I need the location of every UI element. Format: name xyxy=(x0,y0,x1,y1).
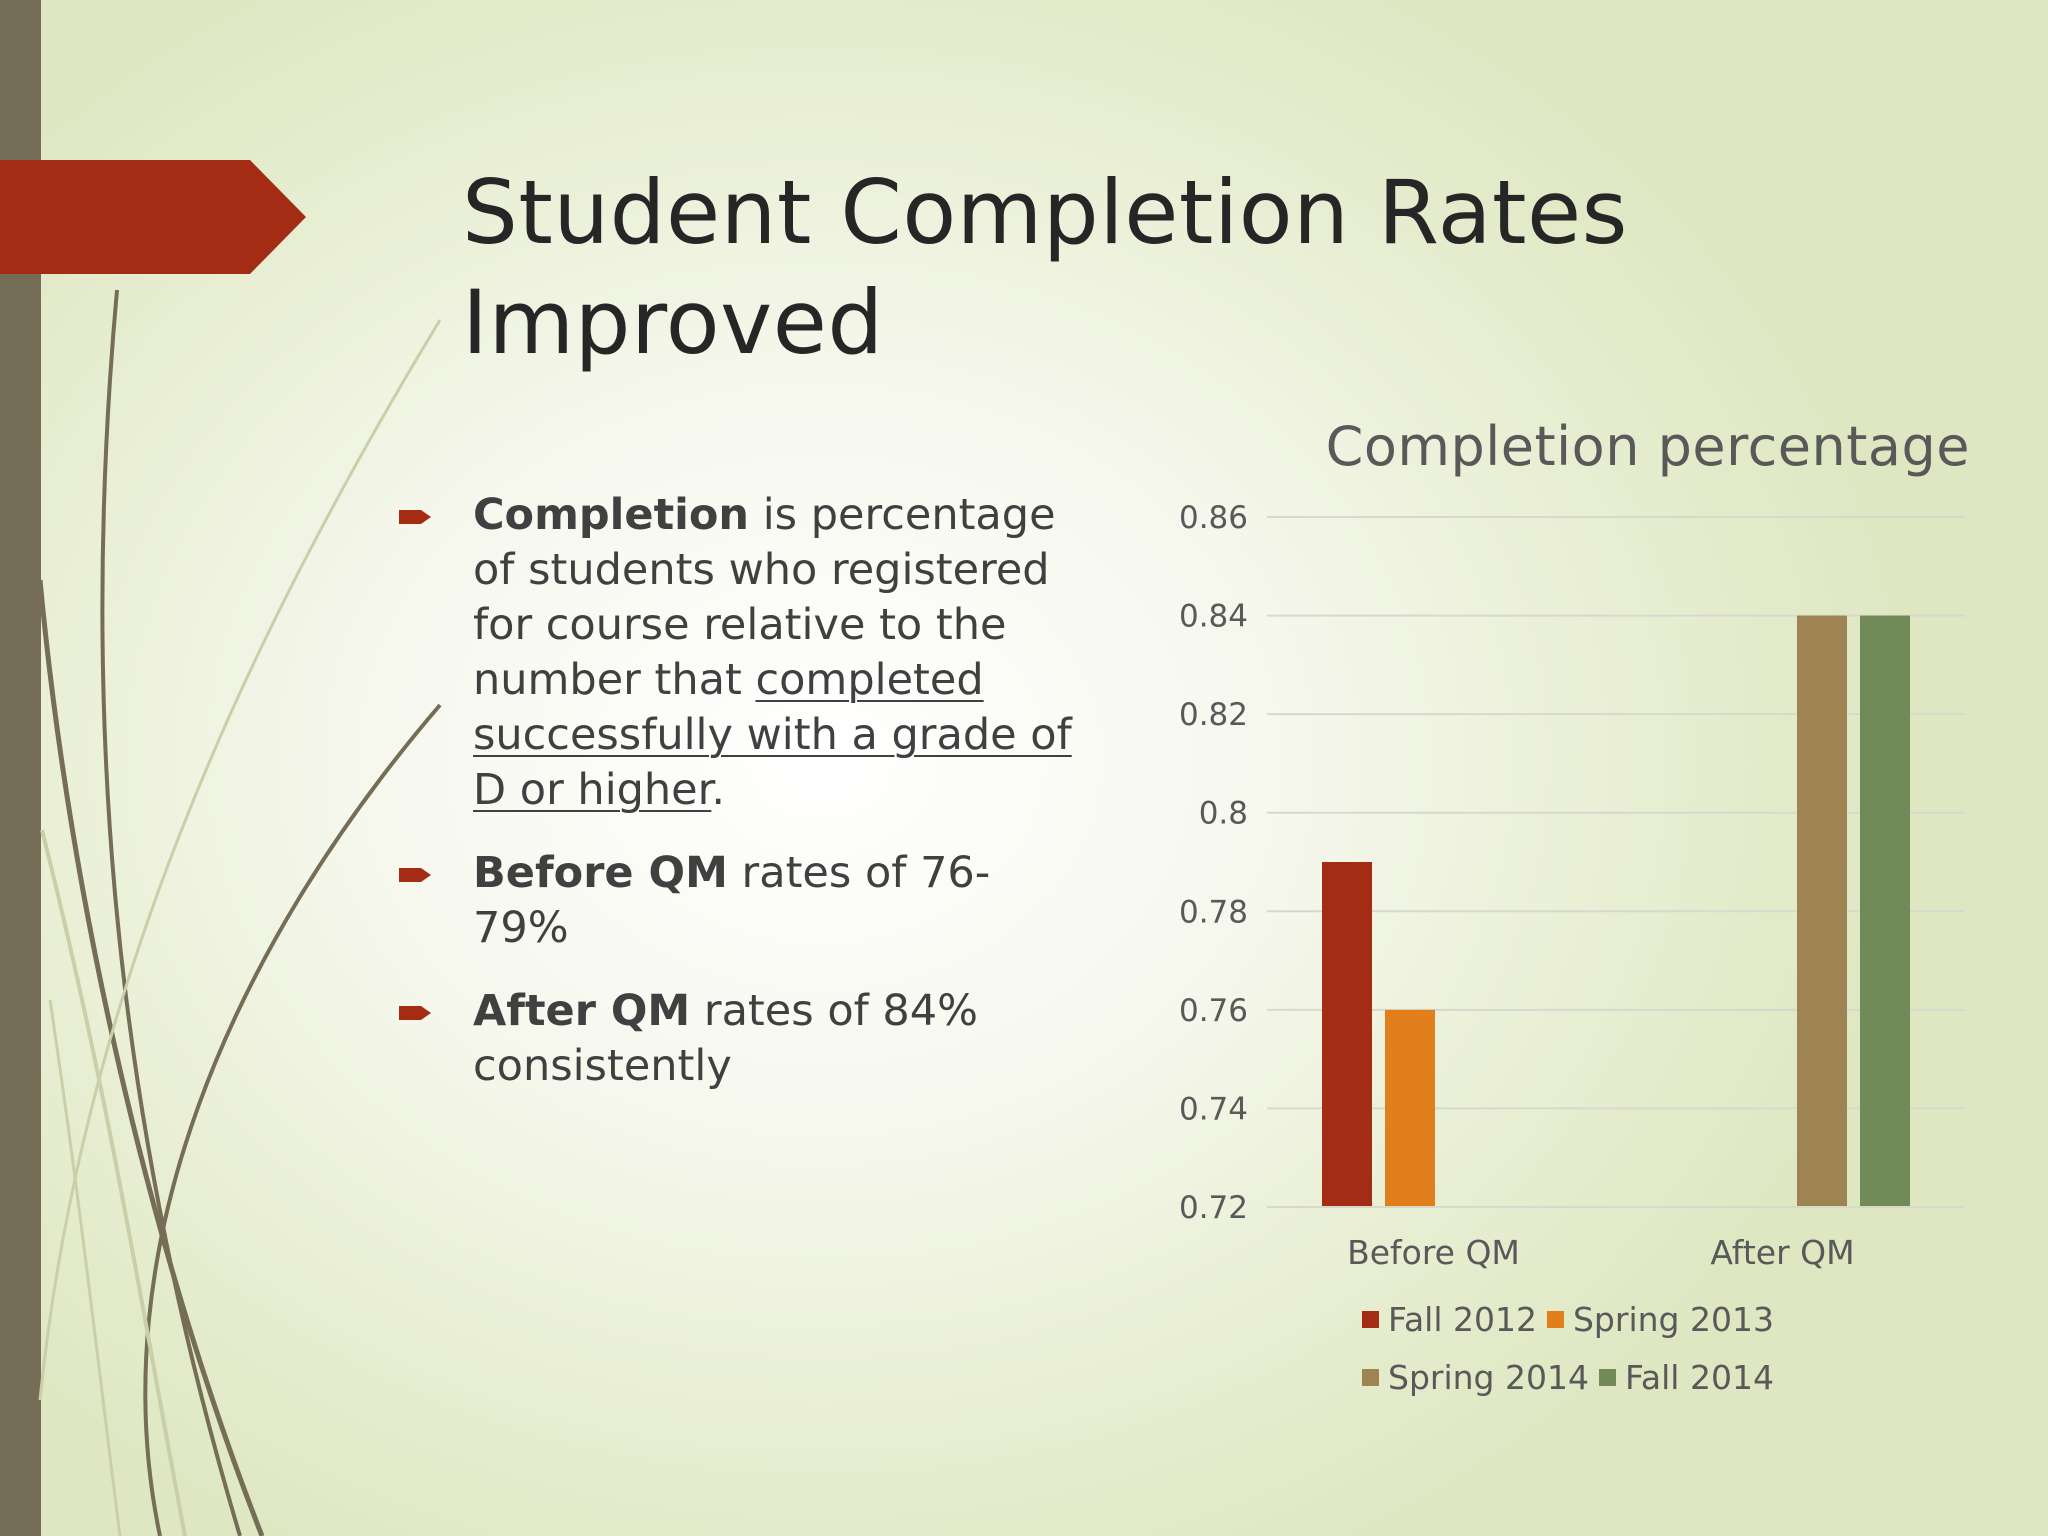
bullet-item: After QM rates of 84% consistently xyxy=(395,984,1075,1094)
y-tick-label: 0.72 xyxy=(1179,1190,1248,1226)
legend-swatch xyxy=(1598,1368,1616,1386)
vine-curve xyxy=(40,829,187,1536)
bullet-text: rates of 84% consistently xyxy=(473,986,979,1091)
vine-curve xyxy=(37,579,265,1536)
bullet-underlined-text: completed successfully with a grade of D… xyxy=(473,655,1072,815)
legend-entry: Fall 2014 xyxy=(1598,1357,1774,1397)
arrow-bullet-icon xyxy=(399,1006,431,1020)
vine-curve xyxy=(38,319,442,1401)
chart-legend: Fall 2012 Spring 2013 Spring 2014 Fall 2014 xyxy=(1362,1290,1822,1406)
bar xyxy=(1797,615,1847,1207)
chart-title: Completion percentage xyxy=(1325,415,1970,478)
slide-title-line-1: Student Completion Rates xyxy=(462,161,1629,264)
bar xyxy=(1860,615,1910,1207)
arrow-bullet-icon xyxy=(399,868,431,882)
bullet-bold-term: After QM xyxy=(473,986,691,1036)
bullet-text: rates of 76-79% xyxy=(473,848,991,953)
legend-label: Fall 2014 xyxy=(1624,1357,1774,1397)
legend-row: Spring 2014 Fall 2014 xyxy=(1362,1348,1822,1406)
vine-curve xyxy=(48,999,122,1536)
bullet-text-end: . xyxy=(711,765,726,815)
decorative-vines xyxy=(37,289,442,1536)
y-tick-label: 0.74 xyxy=(1179,1091,1248,1127)
bullet-text: is percentage of students who registered… xyxy=(473,490,1056,705)
legend-entry: Spring 2014 xyxy=(1362,1358,1589,1397)
y-tick-label: 0.8 xyxy=(1199,796,1248,832)
x-category-label: After QM xyxy=(1710,1233,1854,1272)
bar xyxy=(1322,862,1372,1207)
arrow-bullet-icon xyxy=(399,510,431,524)
legend-label: Spring 2013 xyxy=(1572,1299,1774,1339)
vine-curve xyxy=(143,703,442,1536)
bullet-list: Completion is percentage of students who… xyxy=(395,488,1075,1122)
legend-label: Spring 2014 xyxy=(1388,1357,1589,1397)
bullet-bold-term: Before QM xyxy=(473,848,728,898)
legend-swatch xyxy=(1362,1310,1379,1328)
legend-label: Fall 2012 xyxy=(1388,1299,1537,1339)
y-tick-label: 0.84 xyxy=(1179,599,1248,635)
legend-entry: Fall 2012 xyxy=(1362,1300,1537,1339)
y-tick-label: 0.78 xyxy=(1179,894,1248,930)
legend-swatch xyxy=(1546,1310,1564,1328)
legend-swatch xyxy=(1362,1368,1379,1386)
y-tick-label: 0.86 xyxy=(1179,500,1248,536)
bar-chart: 0.72 0.74 0.76 0.78 0.8 0.82 0.84 0.86 Before QM… xyxy=(1179,500,1965,1272)
slide-title-line-2: Improved xyxy=(462,271,884,374)
legend-entry: Spring 2013 xyxy=(1546,1299,1774,1339)
y-tick-label: 0.82 xyxy=(1179,697,1248,733)
slide-title: Student Completion Rates Improved xyxy=(462,158,1762,378)
bullet-bold-term: Completion xyxy=(473,490,750,540)
vine-curve xyxy=(100,289,242,1536)
bullet-item: Completion is percentage of students who… xyxy=(395,488,1075,818)
x-category-label: Before QM xyxy=(1347,1233,1520,1272)
title-arrow-tab xyxy=(0,160,306,274)
bar xyxy=(1385,1009,1435,1207)
legend-row: Fall 2012 Spring 2013 xyxy=(1362,1290,1822,1348)
bullet-item: Before QM rates of 76-79% xyxy=(395,846,1075,956)
y-tick-label: 0.76 xyxy=(1179,993,1248,1029)
